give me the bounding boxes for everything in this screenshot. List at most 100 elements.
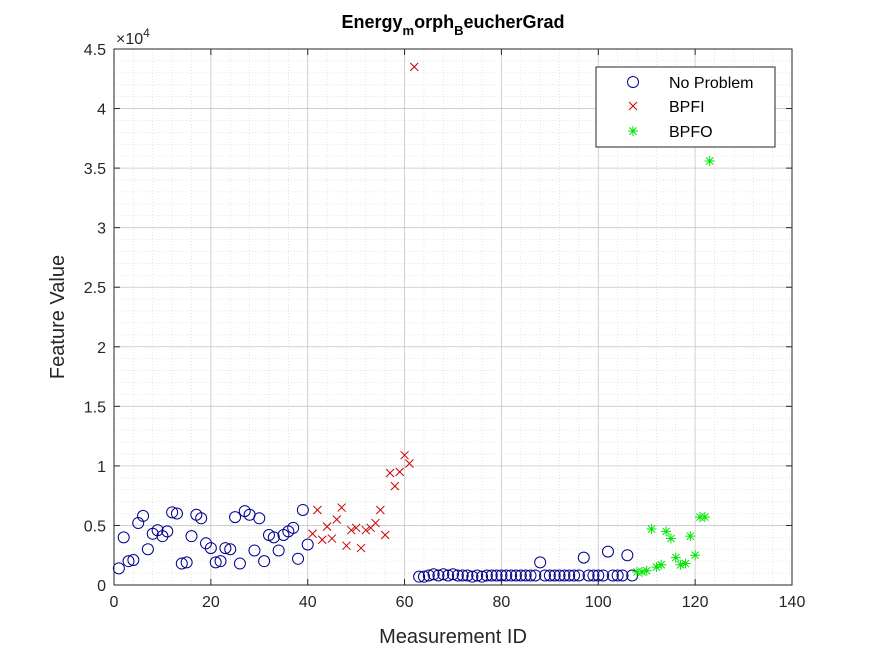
legend-marker-no-problem (627, 76, 639, 88)
data-point-bpfi (327, 534, 337, 543)
data-point-no-problem (611, 569, 624, 582)
data-point-bpfi (380, 530, 390, 540)
legend-label-bpfo: BPFO (669, 124, 713, 141)
data-point-no-problem (287, 521, 300, 534)
data-point-bpfi (313, 505, 322, 515)
x-axis-label: Measurement ID (379, 626, 527, 648)
data-point-no-problem (180, 556, 193, 569)
data-point-no-problem (170, 507, 183, 520)
y-tick-label: 4.5 (84, 42, 106, 59)
legend-marker-symbol (627, 76, 639, 88)
data-point-no-problem (437, 568, 450, 581)
data-point-no-problem (485, 569, 498, 582)
data-point-bpfi (405, 459, 414, 468)
data-point-bpfi (308, 529, 317, 539)
legend-box (595, 66, 776, 148)
x-tick-label: 100 (585, 594, 612, 611)
data-point-no-problem (296, 503, 309, 516)
data-point-bpfo (690, 550, 701, 561)
data-point-no-problem (505, 569, 518, 582)
data-point-bpfo (699, 512, 710, 523)
data-point-bpfi (400, 450, 409, 460)
data-point-no-problem (417, 570, 430, 583)
data-point-no-problem (209, 556, 222, 569)
legend-label-no-problem: No Problem (669, 75, 753, 92)
x-tick-label: 140 (779, 594, 806, 611)
axis-ticks (113, 48, 793, 586)
title-subscript-2: B (454, 23, 463, 38)
data-point-no-problem (572, 569, 585, 582)
data-point-bpfi (317, 535, 327, 545)
data-point-no-problem (616, 569, 629, 582)
data-point-bpfo (651, 562, 662, 573)
y-tick-label: 3.5 (84, 161, 106, 178)
data-point-no-problem (587, 569, 600, 582)
title-subscript-1: m (403, 23, 415, 38)
data-point-bpfi (409, 62, 419, 72)
data-point-no-problem (626, 569, 639, 582)
data-point-no-problem (292, 552, 305, 565)
y-tick-labels: 0 0.5 1 1.5 2 2.5 3 3.5 4 4.5 (84, 42, 106, 595)
data-point-no-problem (461, 569, 474, 582)
x-tick-labels: 0 20 40 60 80 100 120 140 (110, 594, 806, 611)
data-point-bpfo (680, 558, 691, 569)
y-tick-label: 1 (97, 459, 106, 476)
y-exponent-base: ×10 (116, 31, 143, 48)
data-point-no-problem (137, 509, 150, 522)
data-point-no-problem (185, 530, 198, 543)
data-point-no-problem (253, 512, 266, 525)
y-tick-label: 0 (97, 578, 106, 595)
x-tick-label: 0 (110, 594, 119, 611)
data-point-no-problem (480, 569, 493, 582)
x-tick-label: 120 (682, 594, 709, 611)
data-point-bpfo (641, 565, 652, 576)
data-point-no-problem (432, 569, 445, 582)
title-part-mid: orph (414, 12, 454, 32)
data-point-no-problem (141, 543, 154, 556)
data-point-no-problem (597, 569, 610, 582)
data-point-no-problem (500, 569, 513, 582)
data-point-no-problem (258, 555, 271, 568)
data-point-no-problem (224, 543, 237, 556)
data-point-no-problem (422, 569, 435, 582)
data-point-no-problem (427, 568, 440, 581)
data-point-no-problem (582, 569, 595, 582)
data-point-bpfi (346, 525, 356, 535)
data-point-bpfi (390, 481, 400, 491)
data-point-no-problem (558, 569, 571, 582)
data-point-no-problem (529, 569, 542, 582)
data-point-no-problem (447, 568, 459, 581)
data-point-no-problem (166, 506, 179, 519)
data-point-bpfi (385, 468, 395, 478)
data-point-no-problem (442, 569, 455, 582)
data-point-no-problem (117, 531, 130, 544)
data-point-no-problem (204, 542, 217, 555)
data-point-bpfo (646, 524, 657, 535)
data-point-no-problem (200, 537, 213, 550)
data-point-no-problem (509, 569, 522, 582)
y-exponent-power: 4 (143, 26, 150, 40)
data-point-no-problem (606, 569, 619, 582)
data-point-no-problem (553, 569, 566, 582)
y-tick-label: 3 (97, 221, 106, 238)
title-part-tail: eucherGrad (463, 12, 564, 32)
x-tick-label: 60 (396, 594, 414, 611)
data-point-bpfo (636, 566, 647, 577)
data-point-no-problem (272, 544, 285, 557)
legend: No Problem BPFI BPFO (595, 66, 776, 148)
data-point-no-problem (621, 549, 634, 562)
data-point-no-problem (195, 512, 208, 525)
data-point-bpfo (661, 526, 672, 537)
data-point-no-problem (248, 544, 261, 557)
x-tick-label: 80 (493, 594, 511, 611)
data-point-bpfo (670, 552, 681, 563)
data-point-bpfi (395, 467, 405, 477)
data-point-bpfi (342, 541, 351, 551)
data-point-no-problem (476, 570, 489, 583)
data-point-no-problem (471, 569, 484, 582)
data-point-no-problem (156, 530, 169, 543)
y-tick-label: 1.5 (84, 399, 106, 416)
data-point-no-problem (548, 569, 561, 582)
legend-marker-symbol (628, 126, 638, 136)
